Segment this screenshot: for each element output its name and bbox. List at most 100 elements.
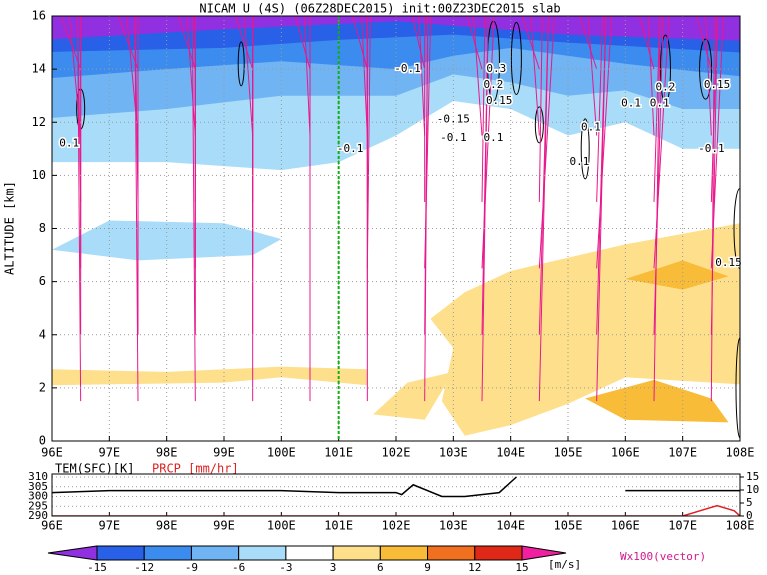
y-tick-label: 16 (32, 9, 46, 23)
wind-vector (191, 16, 196, 402)
contour-label: 0.1 (581, 121, 601, 134)
wind-vector (243, 16, 254, 136)
contour-line (733, 188, 740, 269)
y-tick-label: 295 (28, 499, 48, 512)
contour-line (534, 106, 544, 144)
wind-vector (521, 16, 540, 70)
y2-tick-label: 10 (746, 483, 759, 496)
wind-vector (424, 16, 432, 269)
colorbar-cell (427, 545, 476, 561)
x-tick-label: 97E (98, 519, 120, 533)
y-tick-label: 12 (32, 115, 46, 129)
temp-label: TEM(SFC)[K] (55, 462, 134, 476)
plot-frame (51, 15, 741, 442)
wind-vector (117, 16, 139, 70)
wind-vector (653, 16, 670, 269)
x-tick-label: 103E (439, 446, 468, 460)
colorbar-cell (190, 545, 240, 561)
x-tick-label: 101E (324, 519, 353, 533)
x-tick-label: 106E (611, 446, 640, 460)
wind-vector (653, 16, 664, 335)
x-tick-label: 98E (156, 446, 178, 460)
contour-line (510, 22, 522, 95)
wind-vector (126, 16, 139, 136)
x-tick-label: 101E (324, 446, 353, 460)
contour-label: 0.1 (59, 137, 79, 150)
wind-shading (625, 260, 729, 290)
colorbar-tick-label: 3 (330, 561, 337, 574)
wind-vector (481, 16, 489, 335)
wind-vector (696, 16, 712, 70)
colorbar-cell (143, 545, 192, 561)
y-tick-label: 4 (39, 327, 46, 341)
contour-label: 0.1 (484, 131, 504, 144)
colorbar-tick-label: 6 (377, 561, 384, 574)
x-tick-label: 97E (98, 446, 120, 460)
wind-vector (705, 16, 712, 136)
contour-label: -0.15 (437, 113, 470, 126)
contour-label: 0.2 (656, 81, 676, 94)
plot-frame (51, 473, 741, 517)
contour-label: -0.1 (698, 142, 725, 155)
colorbar-cell (47, 545, 98, 561)
wind-vector (596, 16, 607, 335)
colorbar-cell (332, 545, 381, 561)
contour-label: 0.3 (486, 62, 506, 75)
wind-vector (638, 16, 655, 70)
colorbar-cell (96, 545, 145, 561)
wind-vector (530, 16, 540, 136)
wind-vector (710, 16, 718, 335)
x-tick-label: 108E (726, 446, 755, 460)
colorbar-cell (285, 545, 334, 561)
contour-label: 0.2 (484, 78, 504, 91)
y-tick-label: 14 (32, 62, 46, 76)
wind-vector (411, 16, 426, 70)
wind-vector (134, 16, 139, 202)
y-tick-label: 10 (32, 168, 46, 182)
wind-vector (361, 16, 368, 136)
wind-vector (710, 16, 718, 202)
colorbar-tick-label: -9 (185, 561, 198, 574)
wind-vector (366, 16, 371, 269)
y-axis-label: ALTITUDE [km] (3, 181, 17, 275)
y-tick-label: 0 (39, 434, 46, 448)
wind-shading (373, 371, 454, 420)
unit-label: [m/s] (548, 558, 581, 571)
contour-label: -0.1 (394, 62, 421, 75)
x-tick-label: 105E (554, 519, 583, 533)
wind-vector (466, 16, 483, 70)
wind-vector (538, 16, 549, 335)
y-tick-label: 8 (39, 221, 46, 235)
y2-tick-label: 15 (746, 470, 759, 483)
colorbar-tick-label: 9 (424, 561, 431, 574)
contour-line (580, 118, 590, 180)
x-tick-label: 107E (668, 446, 697, 460)
wind-vector (186, 16, 196, 136)
colorbar-cell (238, 545, 287, 561)
contour-line (699, 38, 713, 100)
x-tick-label: 106E (611, 519, 640, 533)
y-tick-label: 310 (28, 470, 48, 483)
x-tick-label: 98E (156, 519, 178, 533)
wind-vector (481, 16, 495, 269)
x-tick-label: 102E (382, 446, 411, 460)
x-tick-label: 107E (668, 519, 697, 533)
contour-label: 0.15 (486, 94, 513, 107)
wind-vector (578, 16, 598, 70)
contour-label: -0.1 (337, 142, 364, 155)
colorbar-tick-label: 12 (468, 561, 481, 574)
wind-vector (538, 16, 555, 269)
x-tick-label: 96E (41, 519, 63, 533)
wind-vector (352, 16, 368, 70)
x-tick-label: 102E (382, 519, 411, 533)
y-tick-label: 290 (28, 509, 48, 522)
contour-label: 0.1 (621, 97, 641, 110)
shading (52, 16, 740, 439)
series-line (52, 476, 740, 498)
x-tick-label: 103E (439, 519, 468, 533)
wind-vector (77, 16, 82, 202)
x-tick-label: 99E (213, 519, 235, 533)
y-tick-label: 305 (28, 480, 48, 493)
wind-shading (585, 379, 729, 423)
wind-shading (52, 366, 368, 386)
